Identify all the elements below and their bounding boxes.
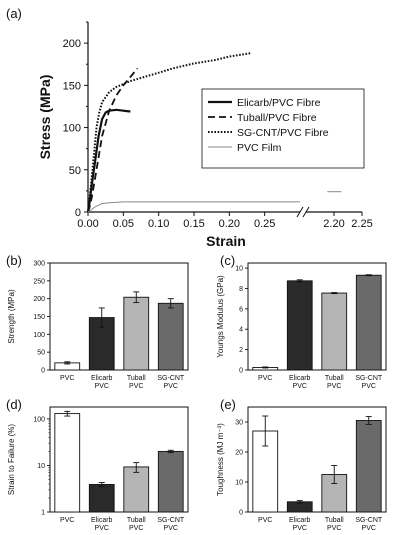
category-label-2: Tuball — [325, 375, 344, 382]
y-axis-title: Strain to Failure (%) — [7, 424, 16, 495]
category-label-3: PVC — [164, 525, 178, 532]
bar-3 — [157, 302, 184, 371]
category-label-3: PVC — [164, 383, 178, 390]
category-label-1: Elicarb — [289, 517, 311, 524]
category-label-2: Tuball — [325, 517, 344, 524]
y-tick-label: 6 — [239, 306, 243, 313]
x-tick-label-a: 0.05 — [113, 218, 134, 230]
category-label-3: SG-CNT — [355, 517, 383, 524]
legend-label-0: Elicarb/PVC Fibre — [237, 97, 321, 109]
x-tick-label-a: 2.25 — [351, 218, 372, 230]
panel-label-a: (a) — [6, 6, 22, 21]
panel-label-d: (d) — [6, 397, 22, 412]
y-tick-label: 100 — [33, 332, 45, 339]
category-label-2: PVC — [129, 525, 143, 532]
legend-label-1: Tuball/PVC Fibre — [237, 112, 317, 124]
axis-break-mark — [302, 206, 310, 218]
series-line-0 — [86, 108, 131, 213]
category-label-2: PVC — [327, 383, 341, 390]
y-tick-label-a: 100 — [63, 123, 81, 135]
category-label-0: PVC — [60, 517, 74, 524]
category-label-0: PVC — [258, 517, 272, 524]
series-line-3 — [87, 201, 300, 213]
y-tick-label: 20 — [235, 450, 243, 457]
y-tick-label: 4 — [239, 327, 243, 334]
x-tick-label-a: 0.00 — [77, 218, 98, 230]
x-tick-label-a: 2.20 — [323, 218, 344, 230]
y-tick-label-a: 50 — [69, 165, 81, 177]
category-label-3: SG-CNT — [355, 375, 383, 382]
y-tick-label: 8 — [239, 286, 243, 293]
y-tick-label: 100 — [33, 416, 45, 423]
category-label-3: SG-CNT — [157, 375, 185, 382]
y-tick-label-a: 200 — [63, 38, 81, 50]
category-label-3: SG-CNT — [157, 517, 185, 524]
panel-label-c: (c) — [220, 253, 235, 268]
category-label-1: PVC — [293, 525, 307, 532]
bar-1 — [88, 484, 115, 513]
legend-label-3: PVC Film — [237, 142, 282, 154]
category-label-2: PVC — [327, 525, 341, 532]
y-tick-label: 250 — [33, 278, 45, 285]
category-label-0: PVC — [258, 375, 272, 382]
y-tick-label-a: 150 — [63, 80, 81, 92]
category-label-2: Tuball — [127, 517, 146, 524]
y-axis-title: Youngs Modulus (GPa) — [216, 275, 225, 358]
bar-1 — [286, 280, 313, 371]
y-tick-label: 0 — [239, 368, 243, 375]
y-tick-label: 0 — [41, 368, 45, 375]
x-tick-label-a: 0.20 — [219, 218, 240, 230]
plot-frame — [247, 262, 387, 371]
y-tick-label: 2 — [239, 347, 243, 354]
axis-break-mark — [296, 206, 304, 218]
category-label-1: PVC — [95, 525, 109, 532]
y-tick-label: 150 — [33, 314, 45, 321]
x-tick-label-a: 0.10 — [148, 218, 169, 230]
x-tick-label-a: 0.15 — [183, 218, 204, 230]
bar-2 — [123, 466, 150, 513]
category-label-0: PVC — [60, 375, 74, 382]
category-label-1: PVC — [95, 383, 109, 390]
y-axis-title: Strength (MPa) — [7, 289, 16, 344]
legend-label-2: SG-CNT/PVC Fibre — [237, 127, 329, 139]
y-tick-label: 10 — [235, 480, 243, 487]
bar-3 — [157, 450, 184, 513]
x-axis-title-a: Strain — [206, 233, 246, 249]
category-label-1: PVC — [293, 383, 307, 390]
category-label-3: PVC — [362, 525, 376, 532]
bar-0 — [54, 413, 81, 513]
plot-frame — [247, 406, 387, 513]
y-tick-label: 0 — [239, 510, 243, 517]
y-tick-label-a: 0 — [75, 207, 81, 219]
category-label-2: Tuball — [127, 375, 146, 382]
category-label-2: PVC — [129, 383, 143, 390]
series-line-1 — [87, 67, 139, 213]
y-axis-title: Toughness (MJ m⁻³) — [216, 423, 225, 496]
category-label-1: Elicarb — [91, 375, 113, 382]
y-axis-title-a: Stress (MPa) — [37, 75, 53, 160]
y-tick-label: 200 — [33, 296, 45, 303]
bar-3 — [355, 274, 382, 371]
y-tick-label: 10 — [235, 266, 243, 273]
y-tick-label: 30 — [235, 420, 243, 427]
y-tick-label: 300 — [33, 261, 45, 268]
y-tick-label: 50 — [37, 350, 45, 357]
series-line-2 — [87, 52, 251, 213]
category-label-1: Elicarb — [289, 375, 311, 382]
bar-3 — [355, 420, 382, 513]
y-tick-label: 1 — [41, 510, 45, 517]
y-tick-label: 10 — [37, 463, 45, 470]
x-tick-label-a: 0.25 — [254, 218, 275, 230]
panel-label-e: (e) — [220, 397, 236, 412]
bar-2 — [123, 296, 150, 371]
category-label-1: Elicarb — [91, 517, 113, 524]
category-label-3: PVC — [362, 383, 376, 390]
plot-frame — [49, 406, 189, 513]
panel-label-b: (b) — [6, 253, 22, 268]
bar-2 — [321, 292, 348, 371]
